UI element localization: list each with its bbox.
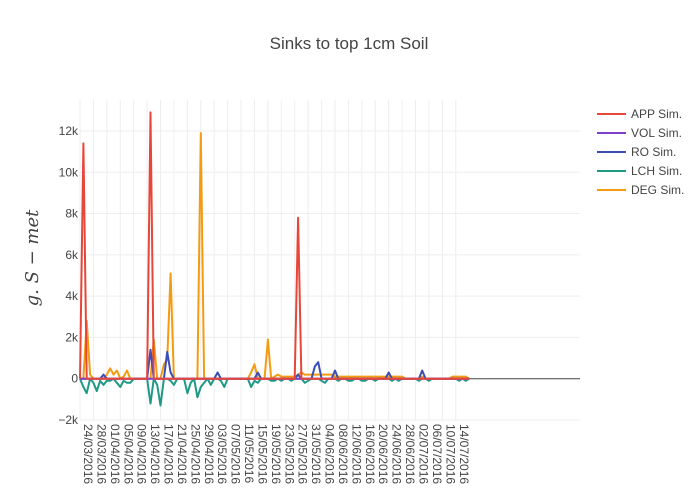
y-axis-ticks: −2k 0 2k 4k 6k 8k 10k 12k	[58, 124, 79, 427]
y-tick-label: 10k	[59, 165, 79, 179]
x-tick-label: 10/07/2016	[443, 424, 457, 484]
x-tick-label: 14/07/2016	[457, 424, 471, 484]
x-axis-ticks: 24/03/2016 28/03/2016 01/04/2016 05/04/2016…	[81, 424, 471, 484]
x-tick-label: 20/06/2016	[376, 424, 390, 484]
x-tick-label: 24/03/2016	[81, 424, 95, 484]
series-lines	[79, 111, 470, 407]
x-tick-label: 12/06/2016	[349, 424, 363, 484]
x-tick-label: 05/04/2016	[121, 424, 135, 484]
series-line	[80, 348, 470, 380]
x-tick-label: 24/06/2016	[390, 424, 404, 484]
x-tick-label: 09/04/2016	[135, 424, 149, 484]
x-tick-label: 01/04/2016	[108, 424, 122, 484]
series-line	[79, 377, 470, 407]
y-tick-label: 4k	[65, 289, 79, 303]
x-tick-label: 03/05/2016	[215, 424, 229, 484]
x-tick-label: 23/05/2016	[282, 424, 296, 484]
y-tick-label: −2k	[58, 413, 79, 427]
chart-title: Sinks to top 1cm Soil	[270, 34, 429, 53]
x-tick-label: 13/04/2016	[148, 424, 162, 484]
legend-label: DEG Sim.	[631, 183, 684, 197]
y-tick-label: 12k	[59, 124, 79, 138]
x-tick-label: 11/05/2016	[242, 424, 256, 483]
grid	[79, 100, 580, 421]
x-tick-label: 04/06/2016	[323, 424, 337, 484]
legend-label: LCH Sim.	[631, 164, 682, 178]
series-line	[79, 111, 470, 380]
legend-label: APP Sim.	[631, 107, 682, 121]
y-tick-label: 6k	[65, 248, 79, 262]
x-tick-label: 28/06/2016	[403, 424, 417, 484]
legend-label: VOL Sim.	[631, 126, 682, 140]
x-tick-label: 28/03/2016	[94, 424, 108, 484]
x-tick-label: 06/07/2016	[430, 424, 444, 484]
x-tick-label: 21/04/2016	[175, 424, 189, 484]
y-tick-label: 8k	[65, 207, 79, 221]
x-tick-label: 31/05/2016	[309, 424, 323, 484]
y-tick-label: 0	[71, 372, 78, 386]
x-tick-label: 08/06/2016	[336, 424, 350, 484]
x-tick-label: 15/05/2016	[255, 424, 269, 484]
x-tick-label: 27/05/2016	[296, 424, 310, 484]
legend-label: RO Sim.	[631, 145, 676, 159]
x-tick-label: 17/04/2016	[162, 424, 176, 484]
y-tick-label: 2k	[65, 330, 79, 344]
series-line	[80, 132, 470, 380]
legend: APP Sim. VOL Sim. RO Sim. LCH Sim. DEG Sim.	[597, 107, 684, 197]
x-tick-label: 29/04/2016	[202, 424, 216, 484]
x-tick-label: 02/07/2016	[417, 424, 431, 484]
y-axis-label: g. S − met	[22, 209, 43, 307]
x-tick-label: 25/04/2016	[188, 424, 202, 484]
x-tick-label: 19/05/2016	[269, 424, 283, 484]
x-tick-label: 07/05/2016	[229, 424, 243, 484]
x-tick-label: 16/06/2016	[363, 424, 377, 484]
